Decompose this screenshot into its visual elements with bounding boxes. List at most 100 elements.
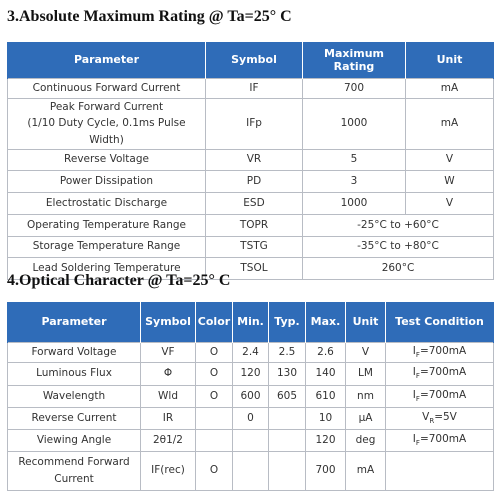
cell-text: I <box>412 366 416 379</box>
table-cell <box>195 428 233 452</box>
table-cell: 2.5 <box>268 341 306 363</box>
table-cell: Power Dissipation <box>7 169 206 193</box>
header-row: Parameter Symbol Color Min. Typ. Max. Unit Test… <box>7 302 494 342</box>
table-cell: 130 <box>268 361 306 386</box>
section-title: 4.Optical Character @ Ta=25° C <box>7 272 231 289</box>
table-cell: μA <box>345 406 386 430</box>
cell-subscript: F <box>415 438 420 447</box>
cell-text: =700mA <box>419 344 467 357</box>
cell-subscript: F <box>415 372 420 381</box>
table-cell: 700 <box>302 77 406 99</box>
cell-line: (1/10 Duty Cycle, 0.1ms Pulse Width) <box>27 117 186 147</box>
table-row: Reverse Voltage VR 5 V <box>7 148 494 171</box>
cell-text: =700mA <box>419 432 467 445</box>
table-cell: Wavelength <box>7 384 141 408</box>
table-cell: Electrostatic Discharge <box>7 191 206 215</box>
table-cell: V <box>345 341 386 363</box>
table-cell: IF=700mA <box>385 361 494 386</box>
table-cell: deg <box>345 428 386 452</box>
table-row: Reverse Current IR 0 10 μA VR=5V <box>7 406 494 430</box>
cell-text: I <box>412 344 416 357</box>
header-cell: Min. <box>232 302 269 342</box>
table-cell: 1000 <box>302 97 406 150</box>
table-cell: mA <box>405 97 494 150</box>
cell-text: I <box>412 388 416 401</box>
table-cell: IF=700mA <box>385 341 494 363</box>
table-cell: 605 <box>268 384 306 408</box>
table-cell: VR=5V <box>385 406 494 430</box>
table-cell: TSTG <box>205 235 303 258</box>
table-cell: Reverse Current <box>7 406 141 430</box>
header-cell: Symbol <box>205 42 303 78</box>
table-cell: Luminous Flux <box>7 361 141 386</box>
table-row: Peak Forward Current (1/10 Duty Cycle, 0.… <box>7 97 494 150</box>
table-cell: O <box>195 361 233 386</box>
table-cell <box>268 406 306 430</box>
table: Parameter Symbol Color Min. Typ. Max. Unit Test… <box>7 302 494 491</box>
table-cell: V <box>405 191 494 215</box>
table-cell: mA <box>405 77 494 99</box>
section-title: 3.Absolute Maximum Rating @ Ta=25° C <box>7 8 292 25</box>
header-cell: Unit <box>405 42 494 78</box>
cell-text: =5V <box>434 410 457 423</box>
table-cell: Storage Temperature Range <box>7 235 206 258</box>
table-cell: -25°C to +60°C <box>302 213 494 237</box>
table-cell <box>385 450 494 491</box>
table-row: Viewing Angle 2θ1/2 120 deg IF=700mA <box>7 428 494 452</box>
table-cell: 2θ1/2 <box>140 428 196 452</box>
table-cell: O <box>195 450 233 491</box>
table-row: Continuous Forward Current IF 700 mA <box>7 77 494 99</box>
table-cell: Operating Temperature Range <box>7 213 206 237</box>
cell-text: V <box>422 410 430 423</box>
header-cell: Typ. <box>268 302 306 342</box>
header-cell: Maximum Rating <box>302 42 406 78</box>
header-cell: Unit <box>345 302 386 342</box>
table-cell: Continuous Forward Current <box>7 77 206 99</box>
header-cell: Color <box>195 302 233 342</box>
cell-subscript: F <box>415 394 420 403</box>
table-cell: V <box>405 148 494 171</box>
header-cell: Test Condition <box>385 302 494 342</box>
cell-subscript: R <box>429 416 435 425</box>
header-row: Parameter Symbol Maximum Rating Unit <box>7 42 494 78</box>
header-cell: Max. <box>305 302 346 342</box>
table-row: Storage Temperature Range TSTG -35°C to +8… <box>7 235 494 258</box>
table-cell: 600 <box>232 384 269 408</box>
table-cell: VR <box>205 148 303 171</box>
table-cell: O <box>195 384 233 408</box>
table-cell: W <box>405 169 494 193</box>
table-cell: 610 <box>305 384 346 408</box>
table-cell: 5 <box>302 148 406 171</box>
table-row: Electrostatic Discharge ESD 1000 V <box>7 191 494 215</box>
cell-subscript: F <box>415 350 420 359</box>
table-cell: 2.6 <box>305 341 346 363</box>
table-cell: 120 <box>305 428 346 452</box>
table-row: Wavelength Wld O 600 605 610 nm IF=700mA <box>7 384 494 408</box>
table-cell <box>268 428 306 452</box>
table-cell: LM <box>345 361 386 386</box>
table-cell: 140 <box>305 361 346 386</box>
table-cell: IFp <box>205 97 303 150</box>
table-row: Recommend Forward Current IF(rec) O 700 mA <box>7 450 494 491</box>
header-cell: Parameter <box>7 42 206 78</box>
cell-text: =700mA <box>419 366 467 379</box>
header-cell: Parameter <box>7 302 141 342</box>
table-cell: Forward Voltage <box>7 341 141 363</box>
table-cell: PD <box>205 169 303 193</box>
table-cell: 1000 <box>302 191 406 215</box>
table-cell: 3 <box>302 169 406 193</box>
header-cell: Symbol <box>140 302 196 342</box>
table-cell: VF <box>140 341 196 363</box>
table-row: Luminous Flux Φ O 120 130 140 LM IF=700mA <box>7 361 494 386</box>
table-cell: Reverse Voltage <box>7 148 206 171</box>
table-row: Power Dissipation PD 3 W <box>7 169 494 193</box>
table-cell <box>232 450 269 491</box>
table-cell: IR <box>140 406 196 430</box>
table-row: Lead Soldering Temperature TSOL 260°C <box>7 256 494 280</box>
cell-line: Peak Forward Current <box>49 100 164 113</box>
table-cell: TOPR <box>205 213 303 237</box>
table-cell: Recommend Forward Current <box>7 450 141 491</box>
table-cell: Peak Forward Current (1/10 Duty Cycle, 0.… <box>7 97 206 150</box>
table-cell: -35°C to +80°C <box>302 235 494 258</box>
table-cell: O <box>195 341 233 363</box>
